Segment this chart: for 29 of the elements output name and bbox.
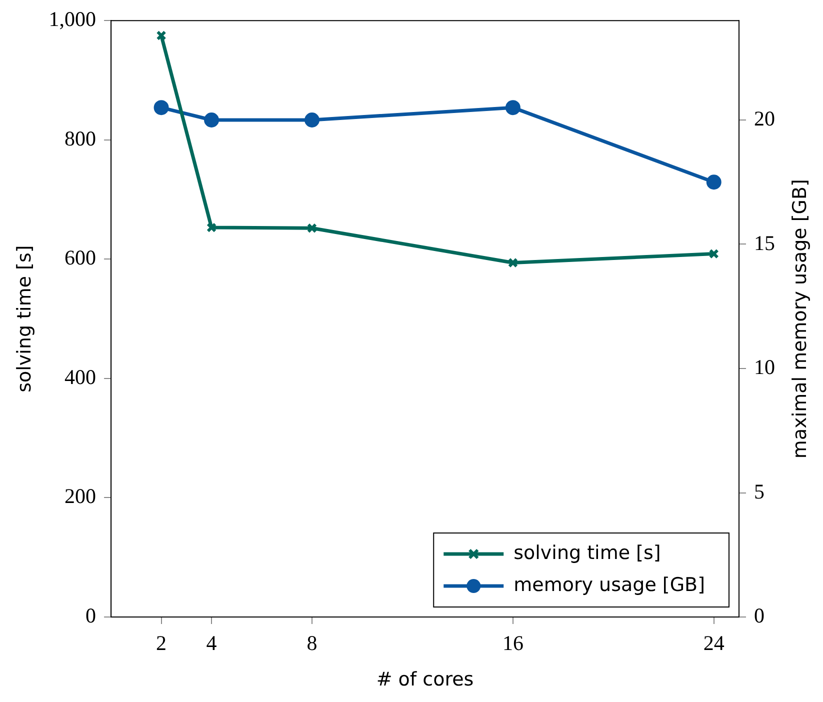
y-axis-title: solving time [s] xyxy=(13,245,36,392)
x-tick-label: 8 xyxy=(306,631,318,656)
point xyxy=(508,258,518,268)
y2-tick-label: 0 xyxy=(754,604,764,628)
point xyxy=(505,100,520,116)
point xyxy=(306,223,318,234)
x-tick-label: 24 xyxy=(703,631,725,656)
y-tick-label: 200 xyxy=(64,484,96,508)
legend-label: memory usage [GB] xyxy=(514,574,706,596)
y2-tick-label: 15 xyxy=(754,230,775,255)
point xyxy=(206,222,217,233)
y-tick-label: 800 xyxy=(64,126,96,150)
y2-tick-label: 10 xyxy=(754,355,775,380)
y2-tick-label: 20 xyxy=(754,106,775,131)
y-tick-label: 1,000 xyxy=(48,7,96,32)
point xyxy=(204,112,220,128)
x-axis-title: # of cores xyxy=(376,668,474,691)
point xyxy=(304,112,320,128)
x-tick-label: 4 xyxy=(206,631,218,656)
y-tick-label: 0 xyxy=(86,604,96,628)
x-tick-label: 16 xyxy=(502,631,524,656)
point xyxy=(706,174,722,190)
y-tick-label: 400 xyxy=(64,364,96,389)
legend-label: solving time [s] xyxy=(514,542,661,564)
point xyxy=(154,100,169,116)
x-tick-label: 2 xyxy=(156,631,167,656)
y2-tick-label: 5 xyxy=(754,479,764,504)
y2-axis-title: maximal memory usage [GB] xyxy=(788,179,811,459)
y-tick-label: 600 xyxy=(64,246,96,270)
